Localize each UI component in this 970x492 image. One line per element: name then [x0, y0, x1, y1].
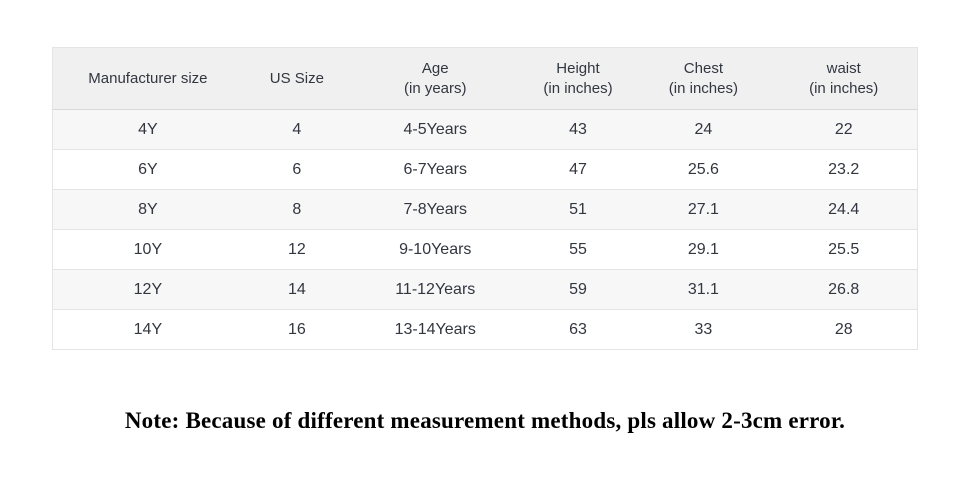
cell-age: 7-8Years: [350, 189, 520, 230]
col-header-sub: (in inches): [543, 79, 613, 97]
cell-age: 6-7Years: [350, 149, 520, 190]
cell-chest: 27.1: [636, 189, 771, 230]
col-header-sub: (in inches): [668, 79, 738, 97]
cell-us-size: 12: [242, 229, 351, 270]
col-header-chest: Chest (in inches): [636, 47, 771, 110]
col-header-label: US Size: [269, 69, 324, 87]
cell-manufacturer-size: 12Y: [52, 269, 243, 310]
cell-chest: 24: [636, 109, 771, 150]
cell-waist: 25.5: [770, 229, 918, 270]
cell-waist: 22: [770, 109, 918, 150]
table-row: 8Y 8 7-8Years 51 27.1 24.4: [52, 189, 918, 230]
table-row: 4Y 4 4-5Years 43 24 22: [52, 109, 918, 150]
cell-age: 9-10Years: [350, 229, 520, 270]
col-header-height: Height (in inches): [519, 47, 637, 110]
cell-us-size: 8: [242, 189, 351, 230]
col-header-sub: (in years): [404, 79, 467, 97]
col-header-us-size: US Size: [242, 47, 351, 110]
cell-manufacturer-size: 6Y: [52, 149, 243, 190]
cell-us-size: 4: [242, 109, 351, 150]
cell-chest: 33: [636, 309, 771, 350]
cell-waist: 24.4: [770, 189, 918, 230]
col-header-waist: waist (in inches): [770, 47, 918, 110]
cell-height: 55: [519, 229, 637, 270]
col-header-sub: (in inches): [809, 79, 879, 97]
col-header-label: Age: [421, 59, 449, 77]
header-row: Manufacturer size US Size Age (in years)…: [52, 47, 918, 110]
cell-chest: 31.1: [636, 269, 771, 310]
col-header-label: Height: [556, 59, 600, 77]
cell-height: 43: [519, 109, 637, 150]
cell-age: 13-14Years: [350, 309, 520, 350]
cell-us-size: 16: [242, 309, 351, 350]
cell-age: 11-12Years: [350, 269, 520, 310]
table-row: 12Y 14 11-12Years 59 31.1 26.8: [52, 269, 918, 310]
col-header-manufacturer-size: Manufacturer size: [52, 47, 243, 110]
cell-height: 47: [519, 149, 637, 190]
cell-chest: 25.6: [636, 149, 771, 190]
table-row: 6Y 6 6-7Years 47 25.6 23.2: [52, 149, 918, 190]
cell-manufacturer-size: 8Y: [52, 189, 243, 230]
measurement-note: Note: Because of different measurement m…: [124, 408, 846, 433]
col-header-label: waist: [826, 59, 861, 77]
table-row: 14Y 16 13-14Years 63 33 28: [52, 309, 918, 350]
cell-manufacturer-size: 4Y: [52, 109, 243, 150]
cell-waist: 23.2: [770, 149, 918, 190]
cell-waist: 26.8: [770, 269, 918, 310]
cell-manufacturer-size: 10Y: [52, 229, 243, 270]
col-header-label: Chest: [683, 59, 723, 77]
cell-height: 51: [519, 189, 637, 230]
cell-us-size: 14: [242, 269, 351, 310]
table-row: 10Y 12 9-10Years 55 29.1 25.5: [52, 229, 918, 270]
cell-us-size: 6: [242, 149, 351, 190]
col-header-label: Manufacturer size: [88, 69, 208, 87]
cell-waist: 28: [770, 309, 918, 350]
cell-age: 4-5Years: [350, 109, 520, 150]
cell-height: 63: [519, 309, 637, 350]
cell-height: 59: [519, 269, 637, 310]
col-header-age: Age (in years): [350, 47, 520, 110]
cell-chest: 29.1: [636, 229, 771, 270]
size-chart-table: Manufacturer size US Size Age (in years)…: [52, 47, 918, 350]
cell-manufacturer-size: 14Y: [52, 309, 243, 350]
